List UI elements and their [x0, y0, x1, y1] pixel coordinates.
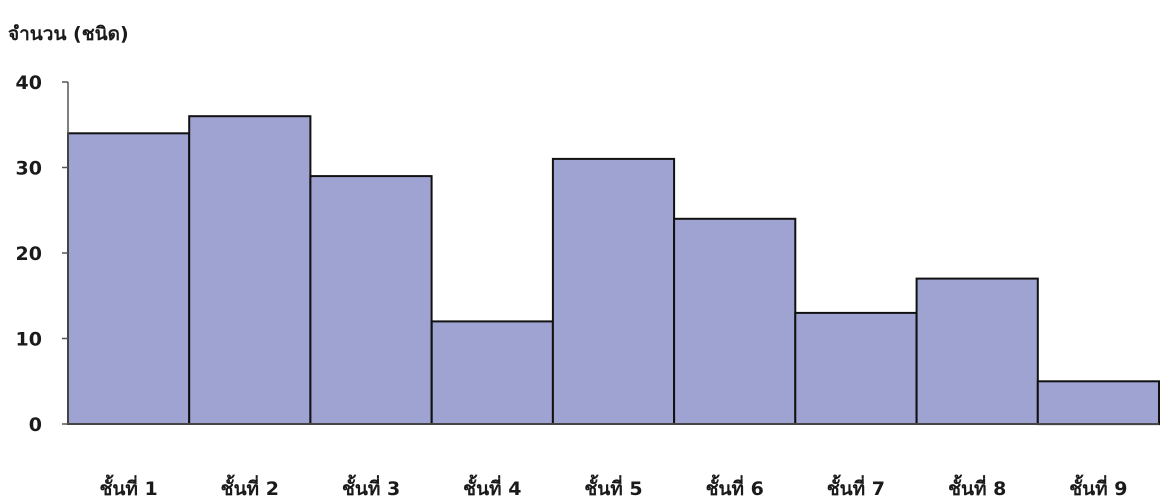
- x-tick-label: ชั้นที่ 8: [948, 474, 1006, 500]
- y-tick-label: 10: [16, 329, 42, 351]
- x-tick-label: ชั้นที่ 7: [827, 474, 885, 500]
- x-tick-label: ชั้นที่ 6: [706, 474, 764, 500]
- bar-3: [309, 175, 433, 425]
- x-tick-label: ชั้นที่ 3: [342, 474, 400, 500]
- x-tick-label: ชั้นที่ 4: [463, 474, 521, 500]
- y-tick-label: 30: [16, 158, 42, 180]
- bar-6: [673, 217, 797, 425]
- x-tick-label: ชั้นที่ 5: [584, 474, 642, 500]
- bars-group: [67, 115, 1161, 426]
- x-tick-label: ชั้นที่ 9: [1069, 474, 1127, 500]
- x-tick-label: ชั้นที่ 2: [221, 474, 279, 500]
- bar-8: [915, 277, 1039, 425]
- bar-4: [430, 320, 554, 425]
- y-tick-label: 40: [16, 72, 42, 94]
- y-axis: 0 10 20 30 40: [16, 72, 69, 436]
- x-tick-label: ชั้นที่ 1: [99, 474, 157, 500]
- bar-2: [188, 115, 312, 425]
- x-axis: ชั้นที่ 1 ชั้นที่ 2 ชั้นที่ 3 ชั้นที่ 4 ชั้น…: [68, 423, 1159, 500]
- bar-5: [551, 157, 676, 425]
- bar-9: [1036, 380, 1161, 426]
- bar-7: [794, 311, 918, 425]
- y-axis-label: จำนวน (ชนิด): [8, 23, 129, 45]
- y-tick-label: 20: [16, 243, 42, 265]
- bar-1: [67, 132, 191, 426]
- y-tick-label: 0: [29, 414, 42, 436]
